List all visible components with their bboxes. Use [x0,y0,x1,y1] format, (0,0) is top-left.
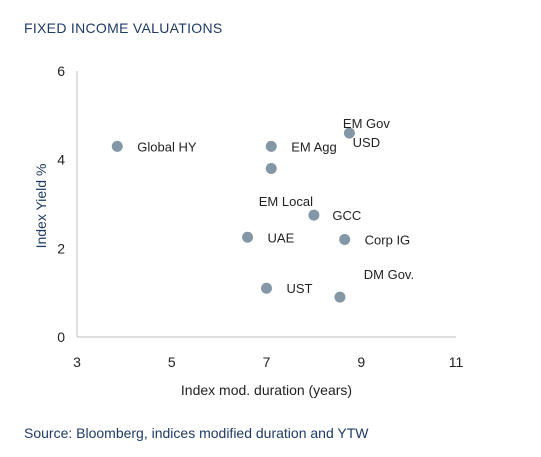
data-points [111,127,355,303]
data-point [265,140,277,152]
data-point [265,163,277,175]
y-tick-label: 6 [57,63,65,79]
point-label: EM Agg [291,139,337,154]
x-tick-label: 3 [73,354,81,370]
point-label: UST [287,281,313,296]
point-label: Global HY [137,139,197,154]
y-tick-label: 2 [57,240,65,256]
data-point [343,127,355,139]
point-label: EM Gov USD [343,116,390,150]
x-tick-label: 11 [449,354,464,370]
y-axis-title: Index Yield % [33,164,49,249]
chart-title: FIXED INCOME VALUATIONS [24,20,223,36]
y-tick-label: 4 [57,152,65,168]
source-note: Source: Bloomberg, indices modified dura… [24,425,369,441]
x-tick-label: 7 [263,354,271,370]
data-point [261,282,272,294]
data-point [242,231,254,243]
data-point [111,140,123,152]
y-tick-labels: 0 2 4 6 [57,63,65,345]
x-tick-label: 9 [357,354,365,370]
point-label: GCC [332,208,361,223]
x-tick-label: 5 [168,354,176,370]
y-tick-label: 0 [57,329,65,345]
point-label: EM Local [259,194,313,209]
point-label: UAE [268,230,295,245]
point-label: DM Gov. [364,267,414,282]
data-point [339,233,351,245]
point-label: Corp IG [365,232,411,247]
point-labels: Global HY EM Agg EM Gov USD EM Local GCC UAE Co… [137,116,414,296]
data-point [334,291,346,303]
data-point [308,209,320,221]
x-axis-title: Index mod. duration (years) [181,382,352,398]
x-tick-labels: 3 5 7 9 11 [73,354,463,370]
